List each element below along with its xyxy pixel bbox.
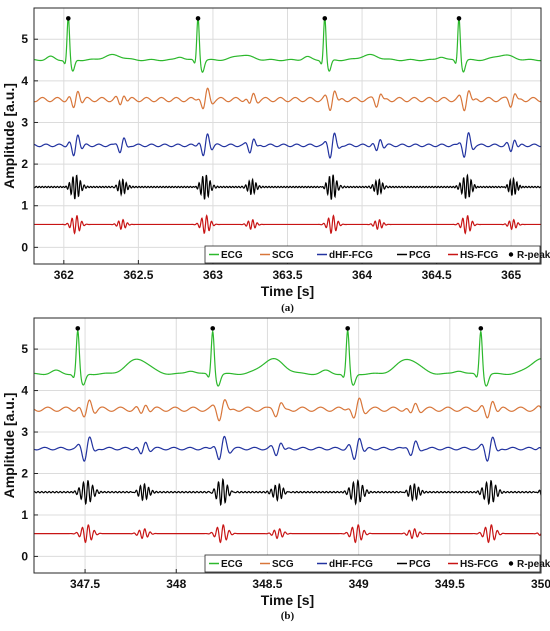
- legend-entry-label: R-peaks: [517, 250, 550, 261]
- legend-entry-label: ECG: [221, 559, 243, 570]
- y-tick-label: 0: [21, 549, 28, 563]
- legend-entry-label: ECG: [221, 250, 243, 261]
- y-tick-label: 3: [21, 425, 28, 439]
- legend-box: [204, 554, 541, 573]
- series-line-ecg: [33, 15, 542, 73]
- x-tick-label: 350: [531, 577, 550, 591]
- y-tick-label: 4: [21, 74, 28, 88]
- y-tick-label: 4: [21, 384, 28, 398]
- x-tick-label: 362: [54, 268, 74, 282]
- legend-entry-label: dHF-FCG: [329, 250, 373, 261]
- y-tick-label: 3: [21, 115, 28, 129]
- grid: [34, 8, 541, 264]
- y-tick-label: 1: [21, 508, 28, 522]
- y-tick-label: 0: [21, 240, 28, 254]
- series-line-scg: [33, 397, 542, 422]
- r-peak-marker: [210, 326, 216, 331]
- x-axis-label: Time [s]: [261, 283, 314, 299]
- legend: ECG SCG dHF-FCG PCG HS-FCG R-peaks: [204, 245, 550, 264]
- y-tick-label: 5: [21, 32, 28, 46]
- series-line-pcg: [33, 173, 542, 200]
- x-tick-label: 363: [203, 268, 223, 282]
- y-tick-label: 2: [21, 466, 28, 480]
- x-tick-label: 365: [501, 268, 521, 282]
- series-line-ecg: [33, 328, 542, 387]
- r-peak-marker: [195, 16, 201, 21]
- y-tick-label: 5: [21, 342, 28, 356]
- legend-entry-label: SCG: [272, 250, 294, 261]
- x-tick-label: 348.5: [252, 577, 282, 591]
- series-line-hs-fcg: [34, 214, 541, 235]
- series-line-dhf-fcg: [33, 132, 541, 159]
- legend-entry-label: HS-FCG: [460, 559, 499, 570]
- y-tick-label: 2: [21, 157, 28, 171]
- r-peak-marker: [65, 16, 71, 21]
- r-peak-marker: [478, 326, 484, 331]
- legend-box: [204, 245, 541, 264]
- r-peak-marker: [322, 16, 328, 21]
- panel-caption: (b): [281, 610, 295, 622]
- panel-caption: (a): [281, 302, 294, 314]
- legend-entry-label: PCG: [409, 250, 431, 261]
- x-tick-label: 347.5: [70, 577, 100, 591]
- x-tick-label: 364: [352, 268, 372, 282]
- x-axis-label: Time [s]: [261, 592, 314, 608]
- legend-marker: [508, 561, 514, 566]
- legend-entry-label: PCG: [409, 559, 431, 570]
- panel-a: 362 362.5 363 363.5 364 364.5 365 0 1 2 3 4 5 Time [s…: [1, 7, 550, 314]
- legend-entry-label: dHF-FCG: [329, 559, 373, 570]
- legend-entry-label: HS-FCG: [460, 250, 499, 261]
- x-tick-label: 364.5: [422, 268, 452, 282]
- x-tick-label: 349.5: [435, 577, 465, 591]
- legend-entry-label: R-peaks: [517, 559, 550, 570]
- series-line-scg: [33, 87, 542, 112]
- r-peak-marker: [75, 326, 81, 331]
- r-peak-marker: [345, 326, 350, 331]
- plot-frame: [33, 317, 542, 574]
- legend-entry-label: SCG: [272, 559, 294, 570]
- y-axis-label: Amplitude [a.u.]: [1, 393, 17, 499]
- y-tick-label: 1: [21, 199, 28, 213]
- series-line-pcg: [33, 477, 542, 507]
- y-axis-label: Amplitude [a.u.]: [1, 83, 17, 189]
- x-tick-label: 362.5: [123, 268, 153, 282]
- series-line-dhf-fcg: [33, 435, 542, 462]
- x-tick-label: 349: [349, 577, 369, 591]
- series-line-hs-fcg: [34, 524, 542, 544]
- legend: ECG SCG dHF-FCG PCG HS-FCG R-peaks: [204, 554, 550, 573]
- x-tick-label: 348: [166, 577, 186, 591]
- legend-marker: [508, 252, 514, 257]
- r-peak-marker: [456, 16, 462, 21]
- panel-b: 347.5 348 348.5 349 349.5 350 0 1 2 3 4 5 Time [s] Am…: [1, 317, 550, 622]
- x-tick-label: 363.5: [272, 268, 302, 282]
